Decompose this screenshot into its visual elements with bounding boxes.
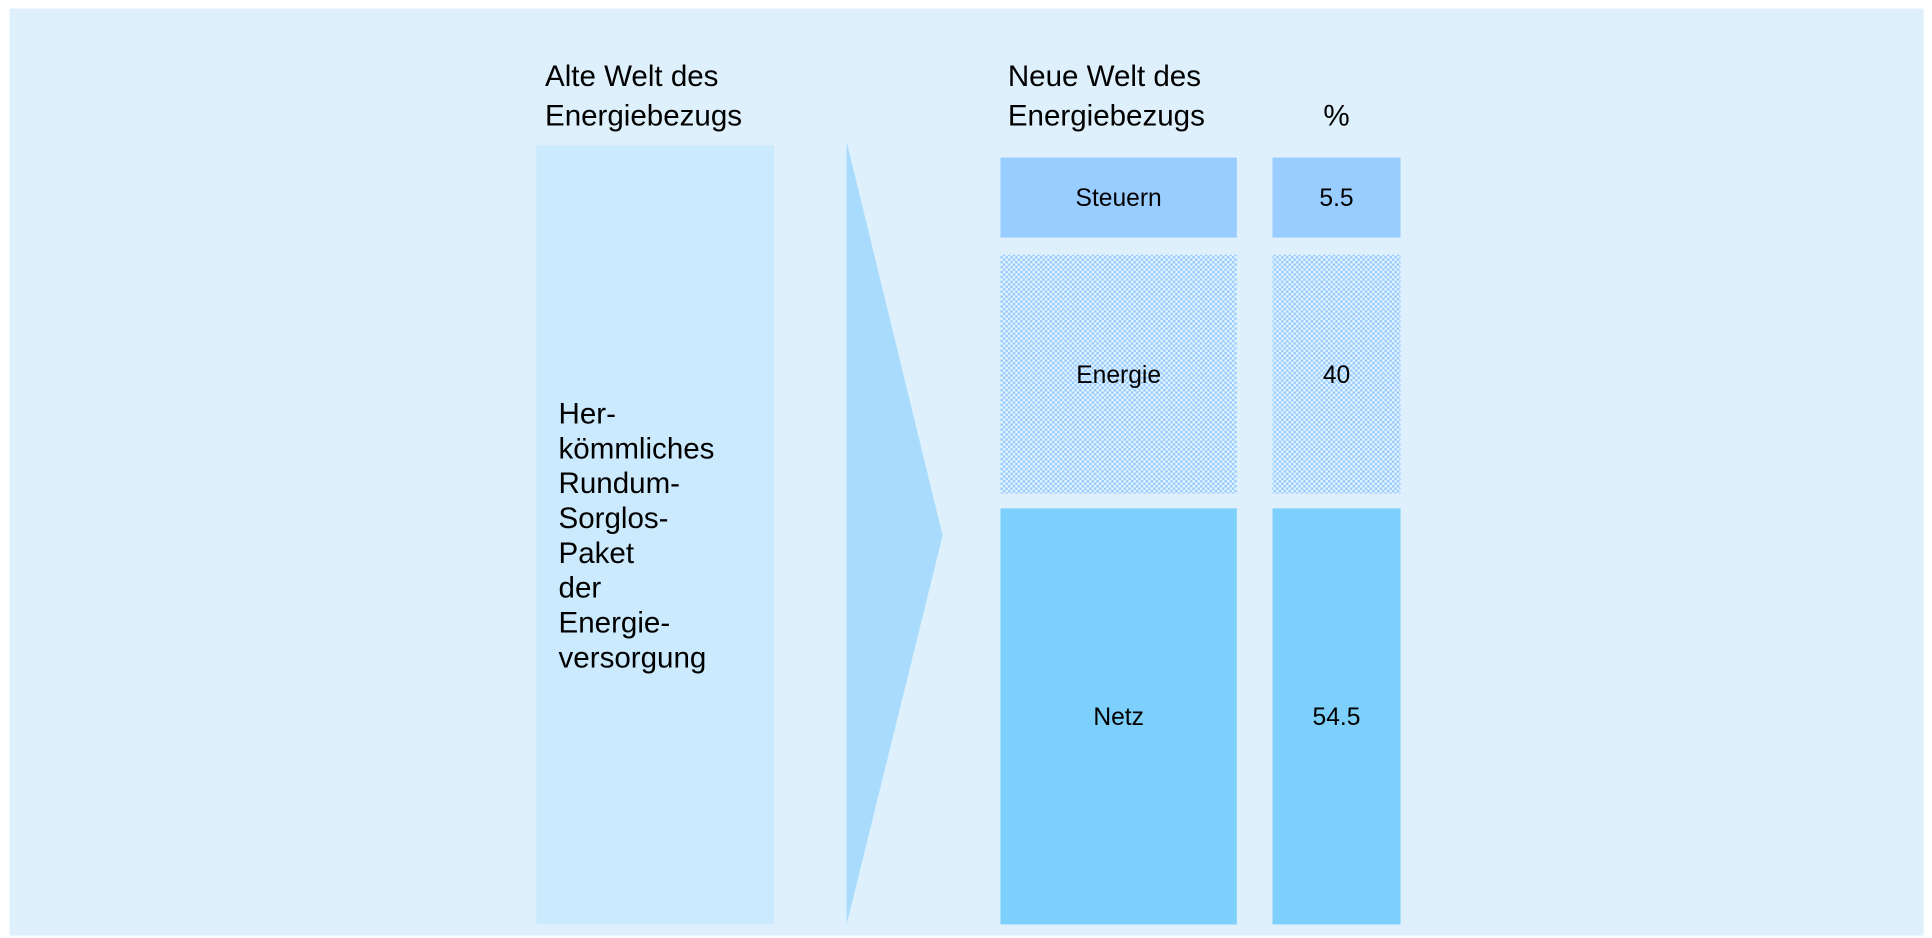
segment-box bbox=[1000, 508, 1237, 925]
segment-value: 5.5 bbox=[1319, 185, 1353, 212]
segment-box bbox=[1000, 157, 1237, 238]
new-title: Energiebezugs bbox=[1008, 100, 1205, 133]
percent-box bbox=[1272, 254, 1401, 494]
old-box bbox=[536, 145, 774, 925]
old-box-line: versorgung bbox=[559, 641, 707, 674]
segment-value: 40 bbox=[1323, 362, 1350, 389]
old-box-line: Paket bbox=[559, 537, 635, 570]
percent-header: % bbox=[1323, 100, 1349, 133]
panel bbox=[9, 8, 1924, 936]
segment-value: 54.5 bbox=[1313, 704, 1361, 731]
percent-box bbox=[1272, 508, 1401, 925]
percent-box bbox=[1272, 157, 1401, 238]
segment-label: Netz bbox=[1093, 704, 1144, 731]
old-box-line: Rundum- bbox=[559, 467, 680, 500]
old-box-line: Sorglos- bbox=[559, 502, 669, 535]
old-box-text: Her-kömmlichesRundum-Sorglos-PaketderEne… bbox=[559, 397, 715, 674]
old-title: Alte Welt des bbox=[545, 60, 718, 93]
segment-label: Energie bbox=[1076, 362, 1161, 389]
new-title: Neue Welt des bbox=[1008, 60, 1201, 93]
old-box-line: der bbox=[559, 572, 602, 605]
segments: Steuern 5.5 Energie 40 Netz 54.5 bbox=[1000, 157, 1401, 925]
old-box-line: Her- bbox=[559, 397, 616, 430]
old-title: Energiebezugs bbox=[545, 100, 742, 133]
segment-label: Steuern bbox=[1076, 185, 1162, 212]
old-box-line: kömmliches bbox=[559, 432, 715, 465]
segment-box bbox=[1000, 254, 1237, 494]
arrow bbox=[846, 141, 943, 925]
old-box-line: Energie- bbox=[559, 606, 671, 639]
